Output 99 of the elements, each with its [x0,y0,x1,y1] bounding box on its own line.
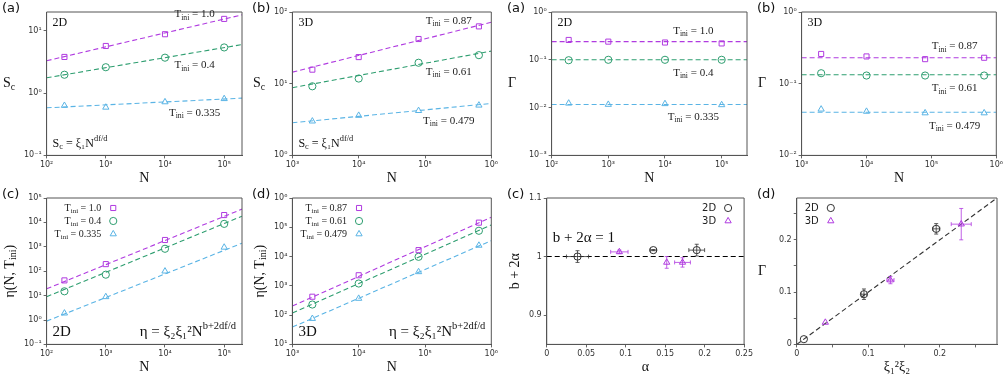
x-tick-label: 10⁴ [658,160,672,170]
x-tick-label: 10⁵ [217,349,231,359]
y-tick-label: 10⁻¹ [24,339,42,349]
chart-title: (c) [2,186,20,202]
x-axis-title: ξ₁²ξ₂ [883,358,911,374]
annotation: 2D [52,323,72,340]
y-tick-label: 10¹ [28,290,42,300]
x-tick-label: 10⁵ [217,160,231,170]
x-tick-label: 10³ [99,160,113,170]
y-tick-label: 0.9 [528,310,542,320]
y-axis-title: b + 2α [506,252,522,290]
x-tick-label: 10³ [601,160,615,170]
y-tick-label: 10⁵ [28,193,42,203]
x-tick-label: 10⁴ [352,349,366,359]
point [957,220,965,227]
y-tick-label: 10¹ [274,339,288,349]
legend-label: 2D [804,201,820,213]
y-tick-label: 10⁰ [28,88,42,98]
y-axis-title: Γ [508,75,517,91]
x-tick-label: 10³ [99,349,113,359]
legend-label: 3D [804,214,820,226]
annotation: 3D [298,15,314,30]
x-tick-label: 0.1 [619,349,633,359]
y-axis-title: Γ [758,262,767,278]
y-axis-title: η(N, Tini) [1,244,19,298]
x-axis-title: N [139,169,150,185]
y-tick-label: 10⁻³ [529,150,547,160]
y-tick-label: 10⁶ [274,193,288,203]
y-tick-label: 10⁵ [274,222,288,232]
x-tick-label: 10⁵ [714,160,729,170]
x-tick-label: 10³ [285,160,300,170]
x-tick-label: 10³ [285,349,300,359]
x-axis-title: α [641,358,650,374]
x-tick-label: 10³ [794,160,809,170]
x-tick-label: 10⁴ [158,160,172,170]
chart-title: (b) [252,0,271,16]
y-tick-label: 10⁰ [783,7,797,17]
x-tick-label: 10² [39,160,54,170]
y-tick-label: 10⁰ [28,315,42,325]
x-tick-label: 0.25 [735,349,753,359]
annotation: 3D [807,15,823,30]
chart-title: (a) [507,0,526,16]
x-axis-title: N [893,169,905,185]
y-tick-label: 10¹ [274,78,288,88]
y-tick-label: 0.1 [778,287,792,297]
y-tick-label: 10² [28,266,42,276]
chart-title: (d) [252,186,271,202]
y-tick-label: 10² [274,7,288,17]
chart-title: (c) [507,186,525,202]
x-tick-label: 10⁵ [418,160,432,170]
y-tick-label: 10⁻² [529,102,547,112]
y-tick-label: 10⁻² [779,150,797,160]
chart-title: (a) [2,0,21,16]
x-axis-title: N [386,169,397,185]
x-tick-label: 10⁶ [484,160,498,170]
legend-label: 3D [702,214,717,226]
y-tick-label: 10⁰ [533,7,547,17]
y-tick-label: 10⁻¹ [24,150,42,160]
x-tick-label: 0.2 [698,349,711,359]
x-tick-label: 10⁶ [989,160,1003,170]
x-tick-label: 10² [39,349,54,359]
y-tick-label: 10⁻¹ [779,78,797,88]
y-tick-label: 10³ [274,280,288,290]
y-tick-label: 0 [786,339,792,349]
y-tick-label: 10¹ [28,25,42,35]
y-tick-label: 1 [536,251,542,261]
x-tick-label: 0.1 [861,349,875,359]
x-tick-label: 0.05 [577,349,596,359]
x-tick-label: 10⁴ [859,160,874,170]
y-tick-label: 10⁴ [274,251,288,261]
annotation: 3D [298,323,317,340]
point [799,335,808,344]
x-tick-label: 10⁵ [924,160,939,170]
y-axis-title: Γ [758,75,767,91]
x-tick-label: 10⁴ [352,160,366,170]
legend-label: 2D [702,201,717,213]
annotation: 2D [52,15,68,30]
y-axis-title: η(N, Tini) [251,244,269,298]
annotation: b + 2α = 1 [552,228,615,245]
point [821,318,829,325]
x-axis-title: N [644,169,655,185]
x-tick-label: 10⁴ [158,349,172,359]
x-axis-title: N [139,358,150,374]
x-tick-label: 0.15 [656,349,675,359]
x-axis-title: N [386,358,397,374]
y-tick-label: 10⁰ [274,150,288,160]
y-tick-label: 10⁴ [28,217,42,227]
chart-title: (b) [757,0,776,16]
chart-title: (d) [757,186,776,202]
y-tick-label: 10⁻¹ [529,54,547,64]
y-tick-label: 0.2 [778,234,792,244]
annotation: 2D [557,15,573,30]
y-tick-label: 1.1 [528,193,542,203]
x-tick-label: 10² [544,160,559,170]
y-tick-label: 10² [274,310,288,320]
x-tick-label: 10⁶ [484,349,498,359]
x-tick-label: 0.2 [933,349,947,359]
x-tick-label: 10⁵ [418,349,432,359]
y-tick-label: 10³ [28,241,42,251]
